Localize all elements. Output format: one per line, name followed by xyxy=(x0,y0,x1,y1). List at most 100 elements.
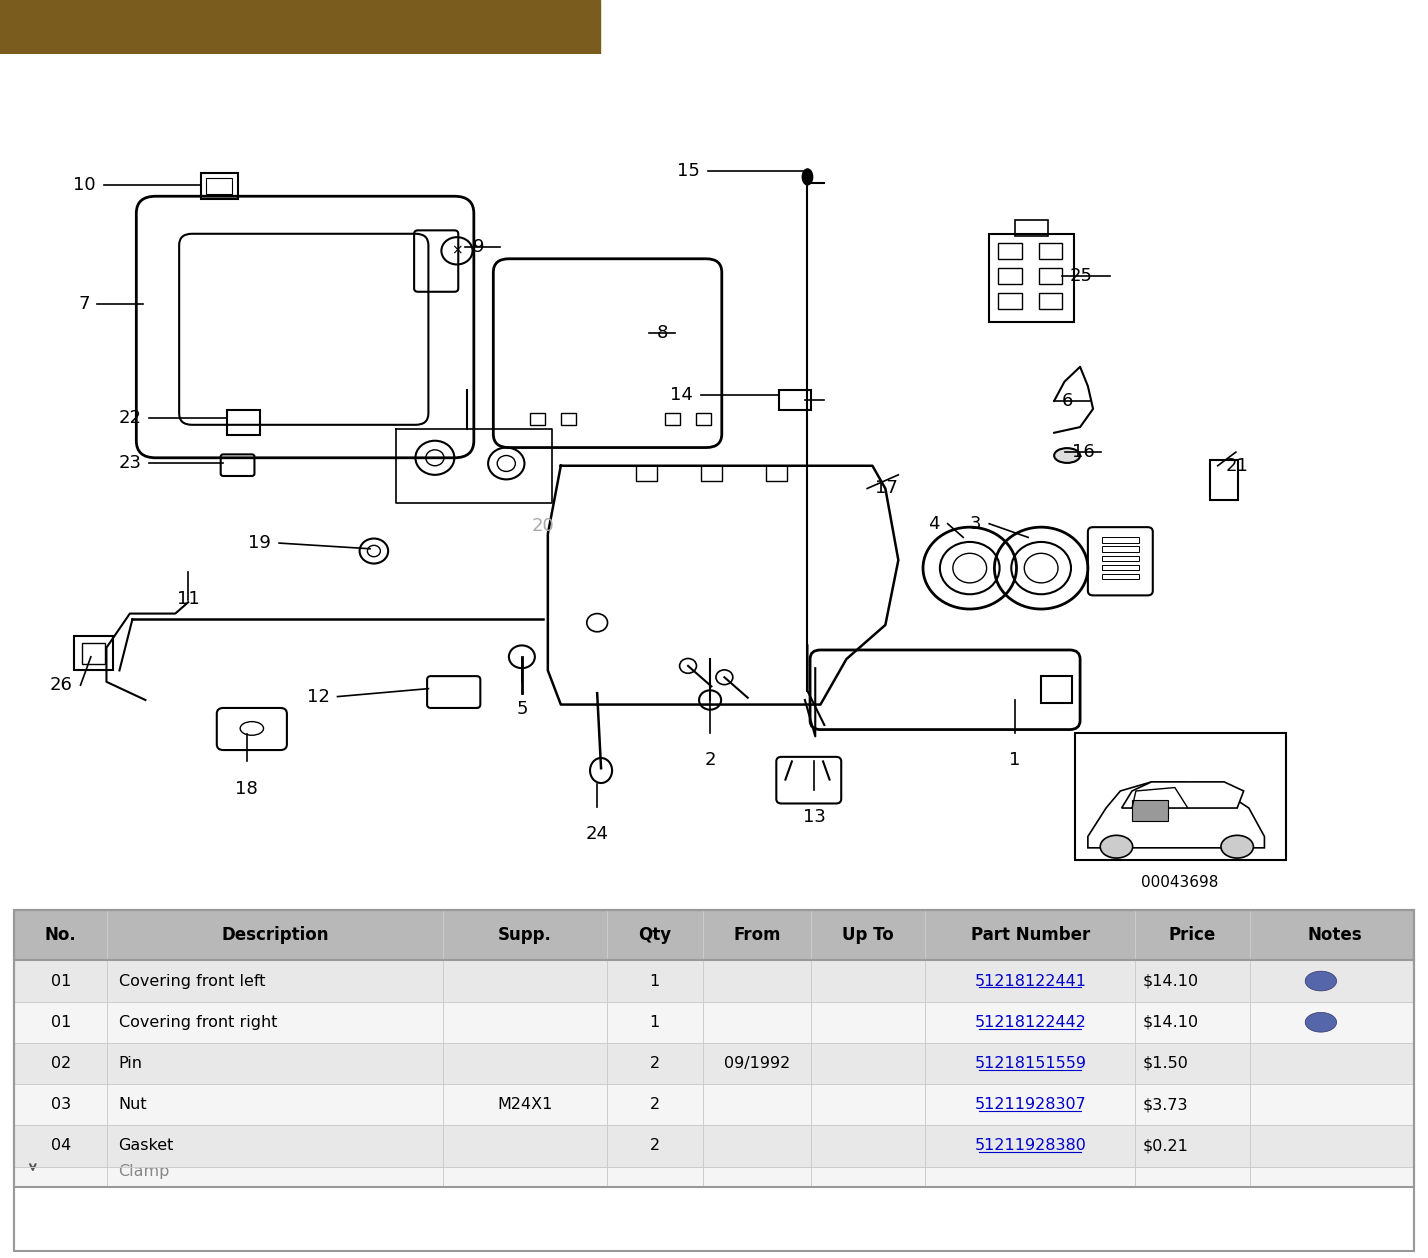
Bar xyxy=(1038,268,1062,284)
Ellipse shape xyxy=(1305,971,1337,991)
Bar xyxy=(1210,460,1238,499)
Text: 25: 25 xyxy=(1070,267,1092,284)
Text: 2: 2 xyxy=(650,1138,660,1154)
Text: 16: 16 xyxy=(1072,443,1095,462)
Bar xyxy=(227,410,260,435)
Text: From: From xyxy=(733,926,781,945)
Text: Qty: Qty xyxy=(638,926,671,945)
Text: 51218122442: 51218122442 xyxy=(974,1015,1087,1030)
Bar xyxy=(207,179,233,194)
Text: 2: 2 xyxy=(704,751,715,769)
Bar xyxy=(14,1084,1414,1126)
Text: Gasket: Gasket xyxy=(119,1138,174,1154)
Text: 15: 15 xyxy=(677,162,700,180)
Text: 26: 26 xyxy=(50,677,73,694)
Text: M24X1: M24X1 xyxy=(497,1097,553,1112)
Text: 02: 02 xyxy=(50,1055,71,1071)
Bar xyxy=(1102,546,1138,552)
Bar xyxy=(1102,574,1138,580)
Bar xyxy=(0,0,600,54)
Text: Description: Description xyxy=(221,926,328,945)
Text: $14.10: $14.10 xyxy=(1142,974,1198,989)
Bar xyxy=(14,1001,1414,1043)
Bar xyxy=(561,414,577,425)
Text: Supp.: Supp. xyxy=(498,926,551,945)
Bar xyxy=(1132,800,1168,820)
Text: 23: 23 xyxy=(119,454,141,473)
Text: 51218151559: 51218151559 xyxy=(974,1055,1087,1071)
Bar xyxy=(695,414,711,425)
Text: 24: 24 xyxy=(585,825,608,843)
Text: Notes: Notes xyxy=(1308,926,1362,945)
Text: Up To: Up To xyxy=(843,926,894,945)
Text: 01: 01 xyxy=(50,974,71,989)
Text: 17: 17 xyxy=(875,479,898,497)
Text: 51218122441: 51218122441 xyxy=(974,974,1087,989)
Text: 18: 18 xyxy=(236,780,258,798)
Polygon shape xyxy=(1088,782,1264,848)
Text: 1: 1 xyxy=(650,1015,660,1030)
Text: 12: 12 xyxy=(307,688,330,706)
Bar xyxy=(1038,293,1062,308)
Text: 20: 20 xyxy=(531,517,554,535)
Bar xyxy=(998,243,1021,259)
Text: 2: 2 xyxy=(650,1097,660,1112)
Text: 2: 2 xyxy=(650,1055,660,1071)
Bar xyxy=(530,414,545,425)
Text: 51211928380: 51211928380 xyxy=(974,1138,1087,1154)
Text: 1: 1 xyxy=(1010,751,1021,769)
Bar xyxy=(664,414,680,425)
Text: Covering front left: Covering front left xyxy=(119,974,266,989)
Text: 00043698: 00043698 xyxy=(1141,876,1218,891)
Bar xyxy=(14,1043,1414,1084)
Text: Covering front right: Covering front right xyxy=(119,1015,277,1030)
Ellipse shape xyxy=(1221,835,1254,858)
Text: $1.50: $1.50 xyxy=(1142,1055,1188,1071)
Text: 22: 22 xyxy=(119,409,141,426)
Text: $14.10: $14.10 xyxy=(1142,1015,1198,1030)
Bar xyxy=(1015,220,1048,237)
Bar xyxy=(998,268,1021,284)
Text: 14: 14 xyxy=(670,386,693,404)
Text: No.: No. xyxy=(44,926,77,945)
Text: 3: 3 xyxy=(970,515,981,532)
Text: Part Number: Part Number xyxy=(971,926,1090,945)
Bar xyxy=(1102,556,1138,561)
Text: 04: 04 xyxy=(50,1138,71,1154)
Text: 9: 9 xyxy=(473,239,484,257)
Text: Price: Price xyxy=(1168,926,1217,945)
Text: 01: 01 xyxy=(50,1015,71,1030)
Bar xyxy=(1102,537,1138,543)
Bar xyxy=(1038,243,1062,259)
Text: 7: 7 xyxy=(79,296,90,313)
Text: Nut: Nut xyxy=(119,1097,147,1112)
Text: 10: 10 xyxy=(73,176,96,194)
Bar xyxy=(14,911,1414,1188)
Bar xyxy=(998,293,1021,308)
Bar xyxy=(778,390,811,410)
Bar xyxy=(14,1126,1414,1166)
Bar xyxy=(14,911,1414,960)
Text: 09/1992: 09/1992 xyxy=(724,1055,790,1071)
Text: Clamp: Clamp xyxy=(119,1165,170,1180)
Text: 51211928307: 51211928307 xyxy=(974,1097,1087,1112)
Bar xyxy=(1041,676,1072,703)
Ellipse shape xyxy=(1305,1013,1337,1032)
Bar xyxy=(201,174,237,199)
Text: 8: 8 xyxy=(657,323,668,342)
Text: Pin: Pin xyxy=(119,1055,143,1071)
Polygon shape xyxy=(1121,782,1244,808)
Text: 4: 4 xyxy=(928,515,940,532)
Text: 5: 5 xyxy=(516,699,527,718)
Bar xyxy=(14,1166,1414,1188)
Text: 6: 6 xyxy=(1062,392,1074,410)
Text: 1: 1 xyxy=(650,974,660,989)
Bar xyxy=(990,234,1074,322)
Bar xyxy=(81,643,106,664)
Ellipse shape xyxy=(1100,835,1132,858)
Bar xyxy=(14,960,1414,1001)
Bar xyxy=(1075,733,1287,860)
Ellipse shape xyxy=(803,169,813,185)
Text: 21: 21 xyxy=(1225,457,1248,474)
Text: 19: 19 xyxy=(248,535,271,552)
